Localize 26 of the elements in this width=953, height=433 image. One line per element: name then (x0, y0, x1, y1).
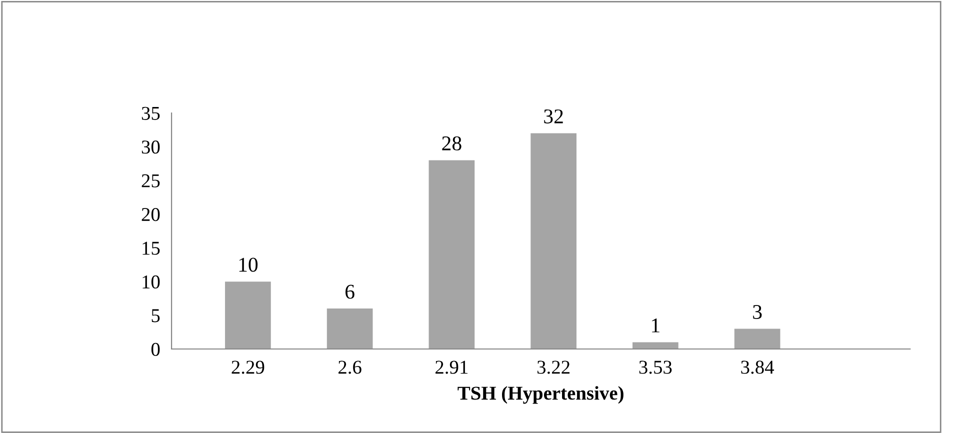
x-axis-title: TSH (Hypertensive) (458, 386, 624, 404)
y-tick-label: 15 (142, 242, 160, 255)
data-label: 32 (544, 109, 563, 124)
x-tick-label: 3.84 (741, 360, 774, 374)
y-tick-label: 20 (142, 208, 160, 222)
data-label: 28 (442, 136, 462, 150)
y-tick-label: 5 (152, 309, 160, 322)
x-tick-label: 3.22 (537, 360, 570, 374)
x-tick-label: 2.29 (232, 360, 264, 374)
bar (428, 160, 475, 349)
bar (326, 308, 373, 349)
bar (225, 282, 271, 349)
x-tick-label: 2.6 (338, 360, 362, 374)
data-label: 1 (652, 318, 660, 332)
data-label: 6 (346, 284, 354, 299)
y-tick-label: 25 (142, 174, 160, 188)
data-label: 10 (239, 258, 258, 272)
data-label: 3 (753, 304, 762, 319)
y-tick-label: 10 (142, 275, 160, 289)
y-tick-label: 30 (142, 140, 160, 154)
y-tick-label: 0 (151, 342, 160, 356)
y-tick-label: 35 (142, 106, 160, 120)
x-tick-label: 2.91 (436, 360, 468, 374)
bar (734, 328, 780, 349)
bar (530, 133, 576, 349)
x-tick-label: 3.53 (639, 360, 672, 374)
